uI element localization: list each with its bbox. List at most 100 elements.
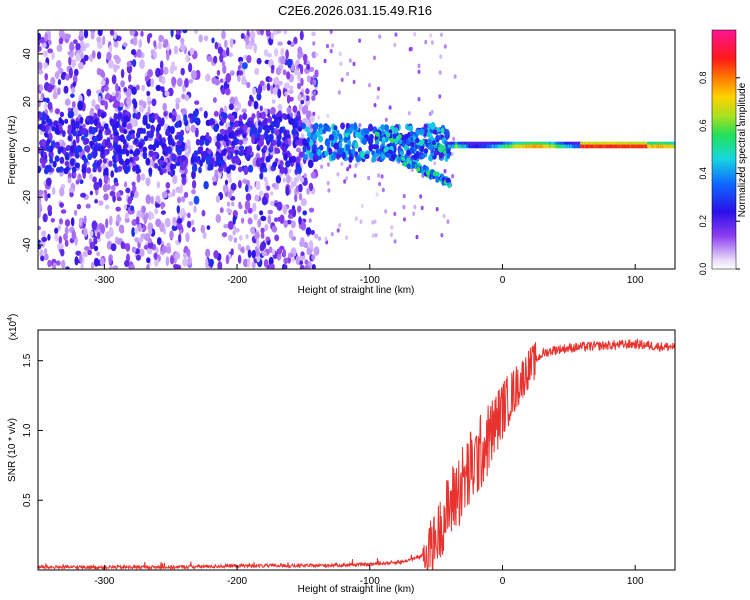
spectrogram-cell [180, 67, 185, 76]
spectrogram-cell [284, 139, 289, 145]
x-tick-label: 100 [627, 576, 644, 587]
spectrogram-cell [375, 192, 379, 197]
spectrogram-cell [59, 187, 65, 197]
spectrogram-cell [256, 57, 262, 65]
spectrogram-cell [88, 173, 94, 180]
spectrogram-cell [352, 79, 356, 85]
spectrogram-cell [146, 257, 151, 264]
spectrogram-cell [390, 225, 394, 230]
spectrogram-cell [92, 162, 98, 169]
spectrogram-cell [123, 204, 128, 210]
spectrogram-cell [211, 37, 215, 44]
spectrogram-cell [83, 30, 89, 39]
spectrogram-cell [297, 71, 302, 82]
spectrogram-cell [39, 84, 44, 92]
spectrogram-cell [54, 108, 61, 115]
spectrogram-cell [59, 146, 64, 153]
spectrogram-cell [105, 231, 111, 240]
spectrogram-cell [61, 259, 66, 269]
spectrogram-cell [452, 136, 456, 142]
spectrogram-cell [131, 181, 136, 187]
spectrogram-cell [180, 207, 186, 216]
spectrogram-cell [66, 144, 71, 150]
spectrogram-cell [81, 166, 87, 174]
spectrogram-cell [178, 134, 184, 143]
spectrogram-cells [38, 30, 675, 269]
spectrogram-cell [216, 69, 221, 76]
spectrogram-cell [43, 253, 49, 261]
spectrogram-cell [257, 218, 262, 228]
spectrogram-cell [303, 264, 310, 269]
spectrogram-cell [310, 171, 317, 179]
spectrogram-cell [253, 100, 259, 110]
spectrogram-cell [257, 125, 262, 134]
spectrogram-cell [187, 144, 192, 155]
spectrogram-cell [353, 122, 358, 131]
spectrogram-cell [47, 48, 54, 54]
spectrogram-cell [82, 123, 86, 129]
spectrogram-cell [368, 143, 373, 152]
spectrogram-cell [232, 215, 236, 225]
spectrogram-cell [338, 223, 342, 228]
spectrogram-cell [154, 208, 159, 215]
spectrogram-cell [384, 117, 388, 123]
spectrogram-cell [326, 113, 330, 118]
spectrogram-cell [177, 196, 182, 204]
spectrogram-cell [296, 110, 301, 119]
spectrogram-cell [329, 30, 333, 34]
spectrogram-cell [340, 161, 344, 166]
spectrogram-cell [333, 142, 339, 150]
spectrogram-cell [265, 30, 271, 36]
spectrogram-cell [172, 174, 178, 185]
spectrogram-cell [135, 168, 142, 174]
spectrogram-cell [187, 62, 193, 73]
spectrogram-cell [230, 182, 237, 191]
spectrogram-cell [308, 218, 312, 223]
spectrogram-cell [190, 219, 195, 226]
spectrogram-cell [90, 30, 95, 40]
spectrogram-cell [288, 229, 294, 239]
spectrogram-cell [177, 233, 182, 243]
snr-frame [37, 329, 676, 571]
spectrogram-cell [432, 129, 438, 135]
spectrogram-cell [251, 133, 255, 142]
spectrogram-cell [271, 183, 277, 188]
y-tick-label: 1.5 [22, 353, 33, 367]
spectrogram-cell [155, 84, 162, 92]
spectrogram-cell [97, 95, 102, 103]
spectrogram-cell [254, 194, 260, 202]
spectrogram-cell [420, 153, 426, 159]
spectrogram-cell [238, 204, 243, 210]
spectrogram-cell [453, 74, 457, 79]
spectrogram-cell [402, 204, 406, 210]
spectrogram-cell [263, 258, 269, 268]
spectrogram-cell [215, 213, 222, 224]
spectrogram-cell [269, 263, 275, 269]
spectrogram-cell [233, 237, 238, 244]
spectrogram-cell [276, 139, 282, 147]
spectrogram-cell [306, 187, 310, 195]
spectrogram-cell [50, 218, 56, 223]
spectrogram-cell [313, 122, 319, 130]
spectrogram-cell [306, 145, 311, 151]
spectrogram-cell [155, 218, 161, 227]
spectrogram-cell [252, 202, 257, 212]
colorbar-label: Normalized spectral amplitude [737, 82, 748, 217]
spectrogram-cell [38, 32, 42, 41]
spectrogram-cell [355, 154, 361, 163]
spectrogram-cell [302, 145, 307, 153]
spectrogram-cell [230, 248, 234, 256]
spectrogram-cell [97, 166, 102, 173]
spectrogram-cell [169, 254, 175, 265]
spectrogram-cell [189, 47, 195, 56]
spectrogram-cell [269, 200, 276, 206]
spectrogram-cell [213, 250, 219, 259]
spectrogram-cell [104, 204, 110, 210]
spectrogram-cell [408, 47, 412, 52]
spectrogram-cell [231, 201, 235, 207]
spectrogram-cell [288, 156, 293, 163]
spectrogram-cell [267, 53, 272, 58]
spectrogram-cell [285, 186, 290, 196]
spectrogram-cell [159, 222, 165, 233]
spectrogram-cell [58, 123, 63, 131]
